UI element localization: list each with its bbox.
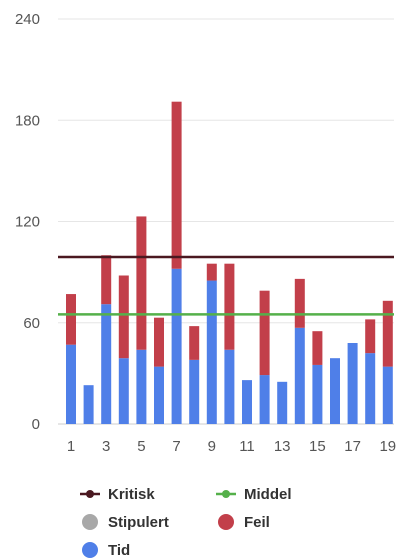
reference-lines [58, 255, 394, 316]
bar-tid-13[interactable] [277, 381, 288, 424]
legend-dot-symbol [218, 514, 234, 530]
bar-feil-4[interactable] [118, 275, 129, 359]
legend[interactable]: Kritisk Middel Stipulert Feil Tid [80, 486, 292, 558]
legend-item-kritisk[interactable]: Kritisk [80, 486, 155, 503]
legend-label: Kritisk [108, 486, 155, 503]
bar-tid-4[interactable] [118, 358, 129, 424]
bar-feil-12[interactable] [259, 290, 270, 376]
bar-tid-5[interactable] [136, 349, 147, 424]
legend-marker-symbol [222, 490, 230, 498]
legend-item-stipulert[interactable]: Stipulert [82, 514, 169, 531]
legend-label: Stipulert [108, 514, 169, 531]
bar-tid-7[interactable] [171, 268, 182, 424]
legend-dot-symbol [82, 514, 98, 530]
x-tick-label-9: 9 [208, 438, 216, 455]
x-tick-label-15: 15 [309, 438, 326, 455]
bar-tid-12[interactable] [259, 375, 270, 424]
bar-tid-16[interactable] [330, 358, 340, 424]
bar-tid-14[interactable] [294, 327, 305, 424]
bar-tid-9[interactable] [206, 280, 217, 424]
bar-feil-3[interactable] [101, 255, 112, 305]
bar-feil-8[interactable] [189, 326, 200, 360]
y-tick-label-180: 180 [15, 112, 40, 129]
bar-feil-10[interactable] [224, 263, 235, 350]
x-tick-label-19: 19 [379, 438, 396, 455]
x-tick-label-5: 5 [137, 438, 145, 455]
x-tick-label-3: 3 [102, 438, 110, 455]
legend-item-tid[interactable]: Tid [82, 542, 130, 558]
bar-tid-8[interactable] [189, 359, 200, 424]
bar-tid-3[interactable] [101, 304, 112, 424]
bar-feil-15[interactable] [312, 331, 323, 365]
bar-tid-19[interactable] [382, 366, 393, 424]
bar-tid-15[interactable] [312, 364, 323, 424]
x-axis: 1 3 5 7 9 11 13 15 17 19 [67, 438, 396, 455]
x-tick-label-7: 7 [172, 438, 180, 455]
bar-tid-10[interactable] [224, 349, 235, 424]
x-tick-label-1: 1 [67, 438, 75, 455]
x-tick-label-13: 13 [274, 438, 291, 455]
y-tick-label-240: 240 [15, 11, 40, 28]
bar-feil-14[interactable] [294, 278, 305, 328]
bar-feil-6[interactable] [154, 317, 164, 367]
y-axis: 0 60 120 180 240 [15, 11, 40, 433]
y-tick-label-0: 0 [32, 416, 40, 433]
legend-label: Tid [108, 542, 130, 558]
x-tick-label-11: 11 [239, 438, 255, 455]
bar-tid-1[interactable] [66, 344, 76, 424]
y-tick-label-60: 60 [23, 315, 40, 332]
bars [66, 101, 393, 424]
bar-feil-18[interactable] [365, 319, 376, 354]
bar-feil-7[interactable] [171, 101, 182, 269]
legend-item-middel[interactable]: Middel [216, 486, 292, 503]
bar-tid-6[interactable] [154, 366, 164, 424]
legend-label: Feil [244, 514, 270, 531]
legend-label: Middel [244, 486, 292, 503]
bar-tid-11[interactable] [242, 380, 252, 424]
bar-tid-2[interactable] [83, 385, 94, 424]
legend-dot-symbol [82, 542, 98, 558]
bar-tid-18[interactable] [365, 353, 376, 424]
bar-feil-19[interactable] [382, 300, 393, 367]
bar-feil-5[interactable] [136, 216, 147, 350]
bar-feil-1[interactable] [66, 294, 76, 345]
x-tick-label-17: 17 [344, 438, 361, 455]
legend-item-feil[interactable]: Feil [218, 514, 270, 531]
y-tick-label-120: 120 [15, 214, 40, 231]
bar-tid-17[interactable] [347, 343, 358, 424]
legend-marker-symbol [86, 490, 94, 498]
bar-feil-9[interactable] [206, 263, 217, 281]
